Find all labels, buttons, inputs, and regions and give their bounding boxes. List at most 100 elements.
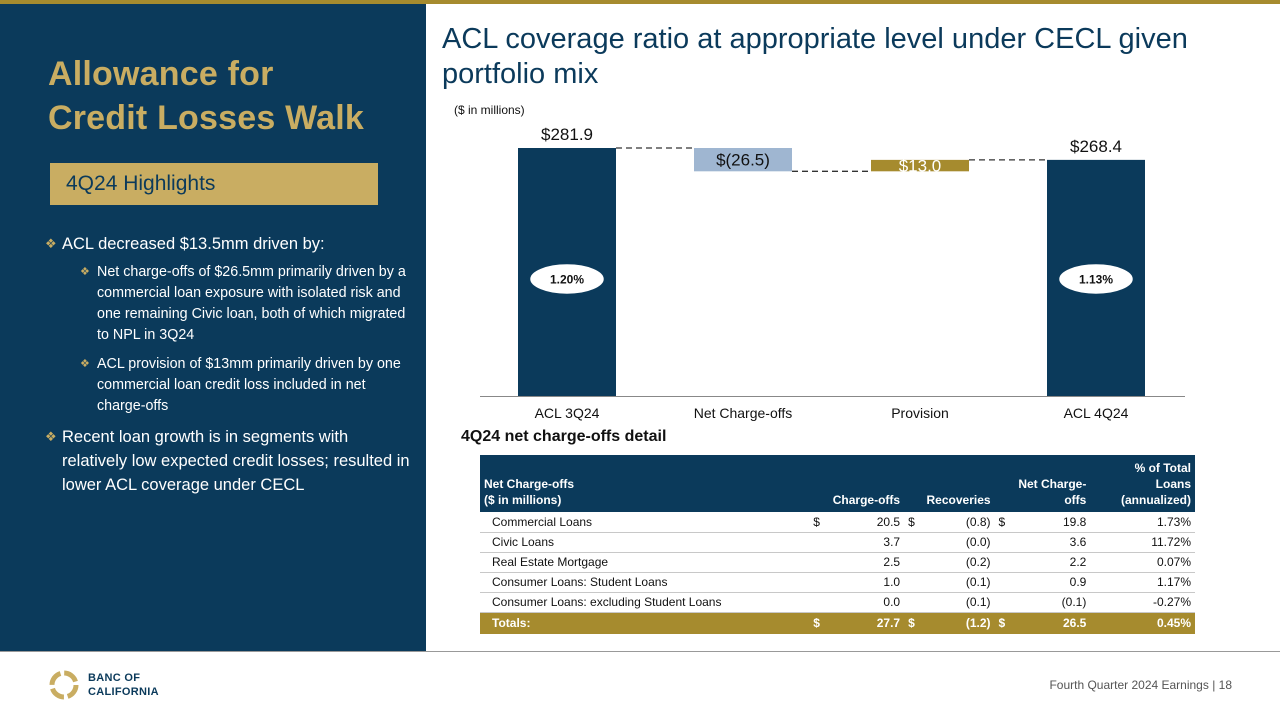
cell-charge-offs: 2.5 <box>827 552 905 573</box>
currency-sign <box>904 572 923 593</box>
diamond-bullet-icon: ❖ <box>45 429 57 444</box>
cell-pct-loans: 1.73% <box>1090 512 1195 533</box>
currency-sign <box>809 552 828 573</box>
x-tick-label: Net Charge-offs <box>694 405 793 421</box>
currency-sign: $ <box>904 512 923 533</box>
currency-sign: $ <box>904 612 923 634</box>
sub-bullet-item: ❖ Net charge-offs of $26.5mm primarily dr… <box>44 262 416 346</box>
highlights-bullets: ❖ ACL decreased $13.5mm driven by: ❖ Net c… <box>44 232 416 503</box>
cell-charge-offs: 0.0 <box>827 592 905 613</box>
currency-sign <box>994 552 1013 573</box>
bullet-text: ACL decreased $13.5mm driven by: <box>62 235 325 253</box>
header-net-charge-offs: Net Charge- offs <box>994 455 1091 512</box>
bullet-item: ❖ Recent loan growth is in segments with … <box>44 425 416 497</box>
header-pct-line1: % of Total <box>1134 461 1191 475</box>
data-label: $13.0 <box>899 157 942 176</box>
cell-recoveries: (0.0) <box>922 532 995 553</box>
cell-charge-offs: 20.5 <box>827 512 905 533</box>
table-row: Consumer Loans: excluding Student Loans 0… <box>480 592 1195 613</box>
currency-sign: $ <box>809 612 828 634</box>
bullet-text: Recent loan growth is in segments with r… <box>62 428 410 494</box>
cell-net-charge-offs: 2.2 <box>1012 552 1091 573</box>
logo-text-line1: BANC OF <box>88 672 141 684</box>
table-row: Commercial Loans $20.5 $ (0.8) $19.8 1.73% <box>480 512 1195 533</box>
cell-pct-loans: 0.07% <box>1090 552 1195 573</box>
units-label: ($ in millions) <box>454 103 525 117</box>
diamond-bullet-icon: ❖ <box>80 358 90 370</box>
row-label: Totals: <box>480 612 810 634</box>
currency-sign <box>809 572 828 593</box>
banc-of-california-logo-icon <box>49 670 79 700</box>
waterfall-chart: $281.9 $(26.5) $13.0 $268.4 1.20% 1.13% ACL 3Q… <box>480 125 1185 421</box>
cell-recoveries: (0.8) <box>922 512 995 533</box>
left-title: Allowance for Credit Losses Walk <box>48 52 418 140</box>
cell-charge-offs: 1.0 <box>827 572 905 593</box>
row-label: Real Estate Mortgage <box>480 552 810 573</box>
left-title-line2: Credit Losses Walk <box>48 99 364 137</box>
currency-sign <box>994 592 1013 613</box>
header-category-line2: ($ in millions) <box>484 493 562 507</box>
cell-recoveries: (0.1) <box>922 572 995 593</box>
diamond-bullet-icon: ❖ <box>80 266 90 278</box>
currency-sign <box>904 552 923 573</box>
header-charge-offs: Charge-offs <box>809 455 905 512</box>
header-net-line1: Net Charge- <box>1018 477 1087 491</box>
coverage-ratio-label: 1.20% <box>550 273 584 287</box>
data-label: $281.9 <box>541 125 593 144</box>
currency-sign: $ <box>994 512 1013 533</box>
footer-text: Fourth Quarter 2024 Earnings | 18 <box>1049 678 1232 692</box>
table-row: Consumer Loans: Student Loans 1.0 (0.1) 0.9… <box>480 572 1195 593</box>
logo-text: BANC OF CALIFORNIA <box>88 671 159 699</box>
cell-pct-loans: 1.17% <box>1090 572 1195 593</box>
cell-charge-offs: 3.7 <box>827 532 905 553</box>
row-label: Consumer Loans: excluding Student Loans <box>480 592 810 613</box>
currency-sign <box>809 592 828 613</box>
net-charge-offs-table: Net Charge-offs ($ in millions) Charge-o… <box>480 455 1195 634</box>
table-row: Real Estate Mortgage 2.5 (0.2) 2.2 0.07% <box>480 552 1195 573</box>
data-label: $268.4 <box>1070 137 1122 156</box>
left-panel <box>0 4 426 651</box>
currency-sign <box>994 532 1013 553</box>
header-pct-loans: % of Total Loans (annualized) <box>1090 455 1195 512</box>
header-net-line2: offs <box>1064 493 1087 507</box>
top-accent-line <box>0 0 1280 4</box>
currency-sign <box>994 572 1013 593</box>
main-title: ACL coverage ratio at appropriate level … <box>442 23 1188 90</box>
table-total-row: Totals: $27.7 $ (1.2) $26.5 0.45% <box>480 612 1195 634</box>
cell-recoveries: (0.2) <box>922 552 995 573</box>
currency-sign <box>904 592 923 613</box>
header-recoveries: Recoveries <box>904 455 995 512</box>
header-category: Net Charge-offs ($ in millions) <box>480 455 810 512</box>
cell-net-charge-offs: 19.8 <box>1012 512 1091 533</box>
cell-recoveries: (0.1) <box>922 592 995 613</box>
sub-bullet-text: Net charge-offs of $26.5mm primarily dri… <box>97 264 406 343</box>
cell-pct-loans: -0.27% <box>1090 592 1195 613</box>
header-pct-line2: Loans <box>1155 477 1191 491</box>
row-label: Civic Loans <box>480 532 810 553</box>
sub-bullet-item: ❖ ACL provision of $13mm primarily driven… <box>44 354 416 417</box>
currency-sign <box>809 532 828 553</box>
cell-pct-loans: 0.45% <box>1090 612 1195 634</box>
cell-net-charge-offs: 3.6 <box>1012 532 1091 553</box>
row-label: Consumer Loans: Student Loans <box>480 572 810 593</box>
bar-net-charge-offs <box>694 148 792 172</box>
coverage-ratio-label: 1.13% <box>1079 273 1113 287</box>
cell-charge-offs: 27.7 <box>827 612 905 634</box>
highlights-label: 4Q24 Highlights <box>50 163 378 205</box>
x-tick-label: ACL 3Q24 <box>535 405 600 421</box>
table-row: Civic Loans 3.7 (0.0) 3.6 11.72% <box>480 532 1195 553</box>
bullet-item: ❖ ACL decreased $13.5mm driven by: <box>44 232 416 256</box>
row-label: Commercial Loans <box>480 512 810 533</box>
table-title: 4Q24 net charge-offs detail <box>461 428 667 445</box>
x-tick-label: ACL 4Q24 <box>1064 405 1129 421</box>
table-body: Commercial Loans $20.5 $ (0.8) $19.8 1.73% Civ… <box>480 512 1195 634</box>
coverage-ratio-oval <box>1056 261 1136 297</box>
data-label: $(26.5) <box>716 151 770 170</box>
x-tick-label: Provision <box>891 405 949 421</box>
footer-divider <box>0 651 1280 652</box>
cell-net-charge-offs: 0.9 <box>1012 572 1091 593</box>
currency-sign: $ <box>994 612 1013 634</box>
left-title-line1: Allowance for <box>48 55 274 93</box>
bar-provision <box>871 159 969 172</box>
